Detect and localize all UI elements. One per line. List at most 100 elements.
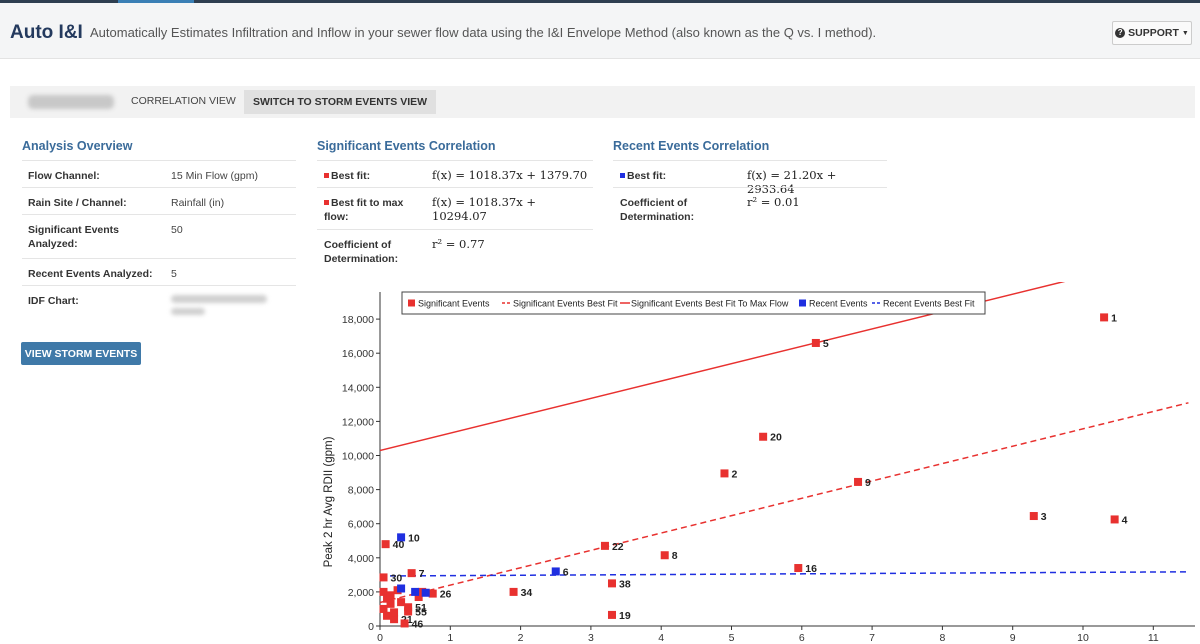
idf-chart-row: IDF Chart: [22,285,296,321]
y-tick-label: 16,000 [342,348,374,360]
recent-events-point[interactable] [421,588,430,597]
point-label: 46 [412,618,424,630]
point-label: 16 [805,563,817,575]
legend-item-label[interactable]: Significant Events Best Fit [513,299,618,309]
significant-events-point[interactable] [390,615,399,624]
significant-events-value: 50 [171,224,183,236]
point-label: 26 [440,589,452,601]
recent-cod-value: r² = 0.01 [747,195,800,209]
sig-best-fit-label: Best fit: [324,169,370,183]
significant-events-point[interactable] [720,469,729,478]
x-tick-label: 2 [518,632,524,644]
correlation-scatter-chart[interactable]: 0 2,000 4,000 6,000 8,000 10,000 12,000 14,000 1… [310,282,1200,644]
rain-site-label: Rain Site / Channel: [28,197,127,209]
point-label: 22 [612,541,624,553]
sig-cod-value: r² = 0.77 [432,237,485,251]
legend-item-label[interactable]: Recent Events Best Fit [883,299,975,309]
significant-events-point[interactable] [1110,515,1119,524]
significant-correlation-title: Significant Events Correlation [317,139,496,153]
site-name-redacted [28,95,114,109]
rain-site-value: Rainfall (in) [171,197,225,209]
significant-events-point[interactable] [509,587,518,596]
sig-cod-label: Coefficient of Determination: [324,239,399,265]
recent-events-point[interactable] [397,584,406,593]
significant-events-point[interactable] [607,579,616,588]
significant-events-point[interactable] [794,564,803,573]
significant-events-point[interactable] [759,432,768,441]
significant-events-label: Significant Events Analyzed: [28,224,120,250]
significant-events-point[interactable] [379,604,388,613]
x-tick-label: 4 [658,632,664,644]
significant-events-point[interactable] [383,611,392,620]
recent-events-point[interactable] [411,587,420,596]
significant-events-point[interactable] [428,589,437,598]
significant-events-point[interactable] [390,608,399,617]
recent-events-point[interactable] [551,567,560,576]
switch-storm-events-button[interactable]: SWITCH TO STORM EVENTS VIEW [244,90,437,114]
app-brand[interactable]: Auto I&I [10,22,83,43]
fit-line-recent-events-best-fit [380,571,1189,577]
caret-down-icon: ▼ [1181,29,1189,37]
point-label: 9 [865,477,871,489]
point-label: 40 [393,539,405,551]
significant-events-point[interactable] [397,598,406,607]
legend-item-label[interactable]: Significant Events Best Fit To Max Flow [631,299,789,309]
view-storm-events-button[interactable]: VIEW STORM EVENTS [21,342,141,365]
point-label: 6 [563,566,569,578]
sig-max-fit-label: Best fit to max flow: [324,197,404,223]
significant-events-point[interactable] [660,551,669,560]
significant-events-point[interactable] [600,541,609,550]
significant-events-point[interactable] [854,477,863,486]
idf-chart-link-redacted[interactable] [171,295,267,303]
sig-cod-row: Coefficient of Determination: r² = 0.77 [317,229,593,271]
red-square-icon [324,173,329,178]
support-dropdown-button[interactable]: ? SUPPORT ▼ [1112,21,1192,45]
idf-chart-link-redacted-2 [171,308,205,315]
sig-best-fit-row: Best fit: f(x) = 1018.37x + 1379.70 [317,160,593,187]
legend-item-label[interactable]: Significant Events [418,299,490,309]
red-square-icon [324,200,329,205]
recent-best-fit-formula: f(x) = 21.20x + 2933.64 [747,168,837,196]
support-label: SUPPORT [1128,27,1179,39]
recent-events-point[interactable] [397,533,406,542]
recent-events-value: 5 [171,268,177,280]
legend-item-label[interactable]: Recent Events [809,299,868,309]
significant-events-point[interactable] [1100,313,1109,322]
significant-events-point[interactable] [386,599,395,608]
analysis-overview-title: Analysis Overview [22,139,133,153]
significant-events-point[interactable] [400,619,409,628]
x-tick-label: 1 [447,632,453,644]
app-header: Auto I&I Automatically Estimates Infiltr… [0,3,1200,59]
recent-best-fit-row: Best fit: f(x) = 21.20x + 2933.64 [613,160,887,196]
significant-events-point[interactable] [407,569,416,578]
significant-events-point[interactable] [379,587,388,596]
y-tick-label: 0 [368,621,374,633]
recent-events-label: Recent Events Analyzed: [28,268,153,280]
significant-events-point[interactable] [811,338,820,347]
significant-events-point[interactable] [1029,512,1038,521]
x-tick-label: 10 [1077,632,1089,644]
fit-line-significant-events-best-fit [380,402,1189,604]
x-tick-label: 11 [1148,632,1159,644]
significant-events-point[interactable] [404,603,413,612]
x-tick-label: 7 [869,632,875,644]
significant-events-point[interactable] [379,573,388,582]
sig-max-fit-formula: f(x) = 1018.37x + 10294.07 [432,195,536,223]
y-tick-label: 8,000 [348,485,374,497]
x-tick-label: 6 [799,632,805,644]
point-label: 30 [391,572,403,584]
sig-max-fit-row: Best fit to max flow: f(x) = 1018.37x + … [317,187,593,229]
question-circle-icon: ? [1115,28,1126,38]
point-label: 7 [419,568,425,580]
tab-correlation-view[interactable]: CORRELATION VIEW [131,95,236,107]
x-tick-label: 0 [377,632,383,644]
significant-events-point[interactable] [386,591,395,600]
rain-site-row: Rain Site / Channel: Rainfall (in) [22,187,296,214]
recent-cod-label: Coefficient of Determination: [620,197,695,223]
significant-events-point[interactable] [607,610,616,619]
y-tick-label: 4,000 [348,553,374,565]
legend-marker [799,299,806,307]
significant-events-point[interactable] [404,607,413,616]
significant-events-point[interactable] [381,540,390,549]
significant-events-point[interactable] [414,593,423,602]
